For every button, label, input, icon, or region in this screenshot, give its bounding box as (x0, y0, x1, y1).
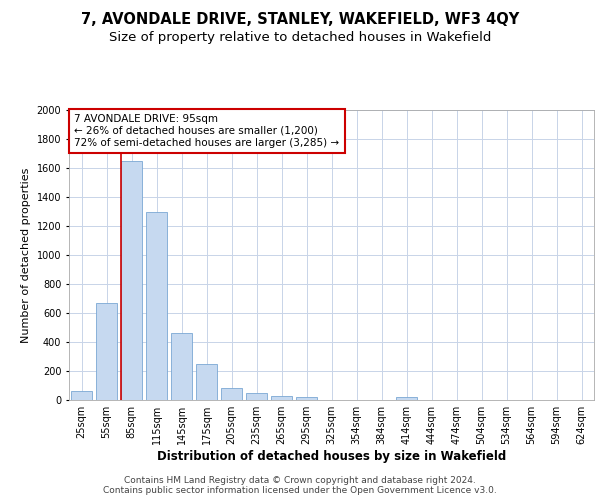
Bar (96, 303, 117, 400)
Bar (396, 397, 417, 400)
Text: 7, AVONDALE DRIVE, STANLEY, WAKEFIELD, WF3 4QY: 7, AVONDALE DRIVE, STANLEY, WAKEFIELD, W… (81, 12, 519, 28)
Bar (271, 396, 292, 400)
Bar (71, 392, 92, 400)
Text: 7 AVONDALE DRIVE: 95sqm
← 26% of detached houses are smaller (1,200)
72% of semi: 7 AVONDALE DRIVE: 95sqm ← 26% of detache… (74, 114, 340, 148)
Text: Size of property relative to detached houses in Wakefield: Size of property relative to detached ho… (109, 31, 491, 44)
Bar (121, 161, 142, 400)
Bar (296, 397, 317, 400)
Bar (146, 212, 167, 400)
Text: Contains HM Land Registry data © Crown copyright and database right 2024.
Contai: Contains HM Land Registry data © Crown c… (103, 476, 497, 495)
Bar (196, 364, 217, 400)
Bar (221, 388, 242, 400)
Y-axis label: Number of detached properties: Number of detached properties (21, 168, 31, 342)
Bar (171, 334, 192, 400)
X-axis label: Distribution of detached houses by size in Wakefield: Distribution of detached houses by size … (157, 450, 506, 463)
Bar (246, 393, 267, 400)
